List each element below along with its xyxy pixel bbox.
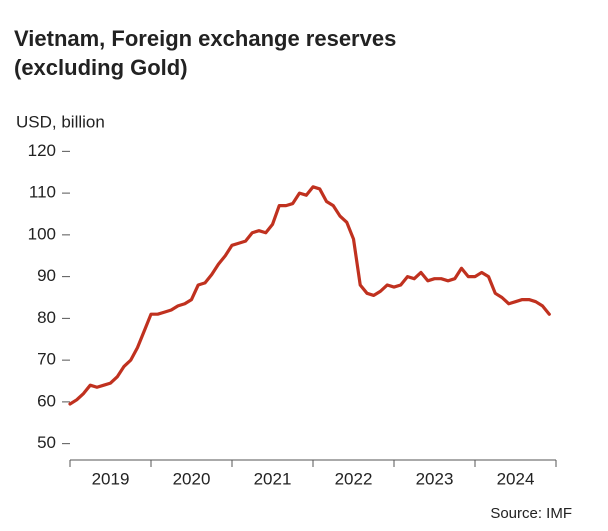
y-axis-label: USD, billion <box>16 112 105 131</box>
x-tick-label: 2020 <box>173 469 211 488</box>
y-tick-label: 90 <box>37 266 56 285</box>
y-tick-label: 110 <box>29 183 56 202</box>
y-tick-label: 120 <box>28 141 56 160</box>
chart-title: Vietnam, Foreign exchange reserves <box>14 26 396 51</box>
y-tick-label: 100 <box>28 224 56 243</box>
y-tick-label: 60 <box>37 391 56 410</box>
y-tick-label: 70 <box>37 350 56 369</box>
source: Source: IMF <box>490 505 572 522</box>
x-tick-label: 2022 <box>335 469 373 488</box>
y-tick-label: 50 <box>37 433 56 452</box>
x-tick-label: 2021 <box>254 469 292 488</box>
line <box>68 185 551 406</box>
y-tick-label: 80 <box>37 308 56 327</box>
x-tick-label: 2024 <box>497 469 535 488</box>
chart-subtitle: (excluding Gold) <box>14 55 188 80</box>
x-tick-label: 2019 <box>92 469 130 488</box>
x-tick-label: 2023 <box>416 469 454 488</box>
